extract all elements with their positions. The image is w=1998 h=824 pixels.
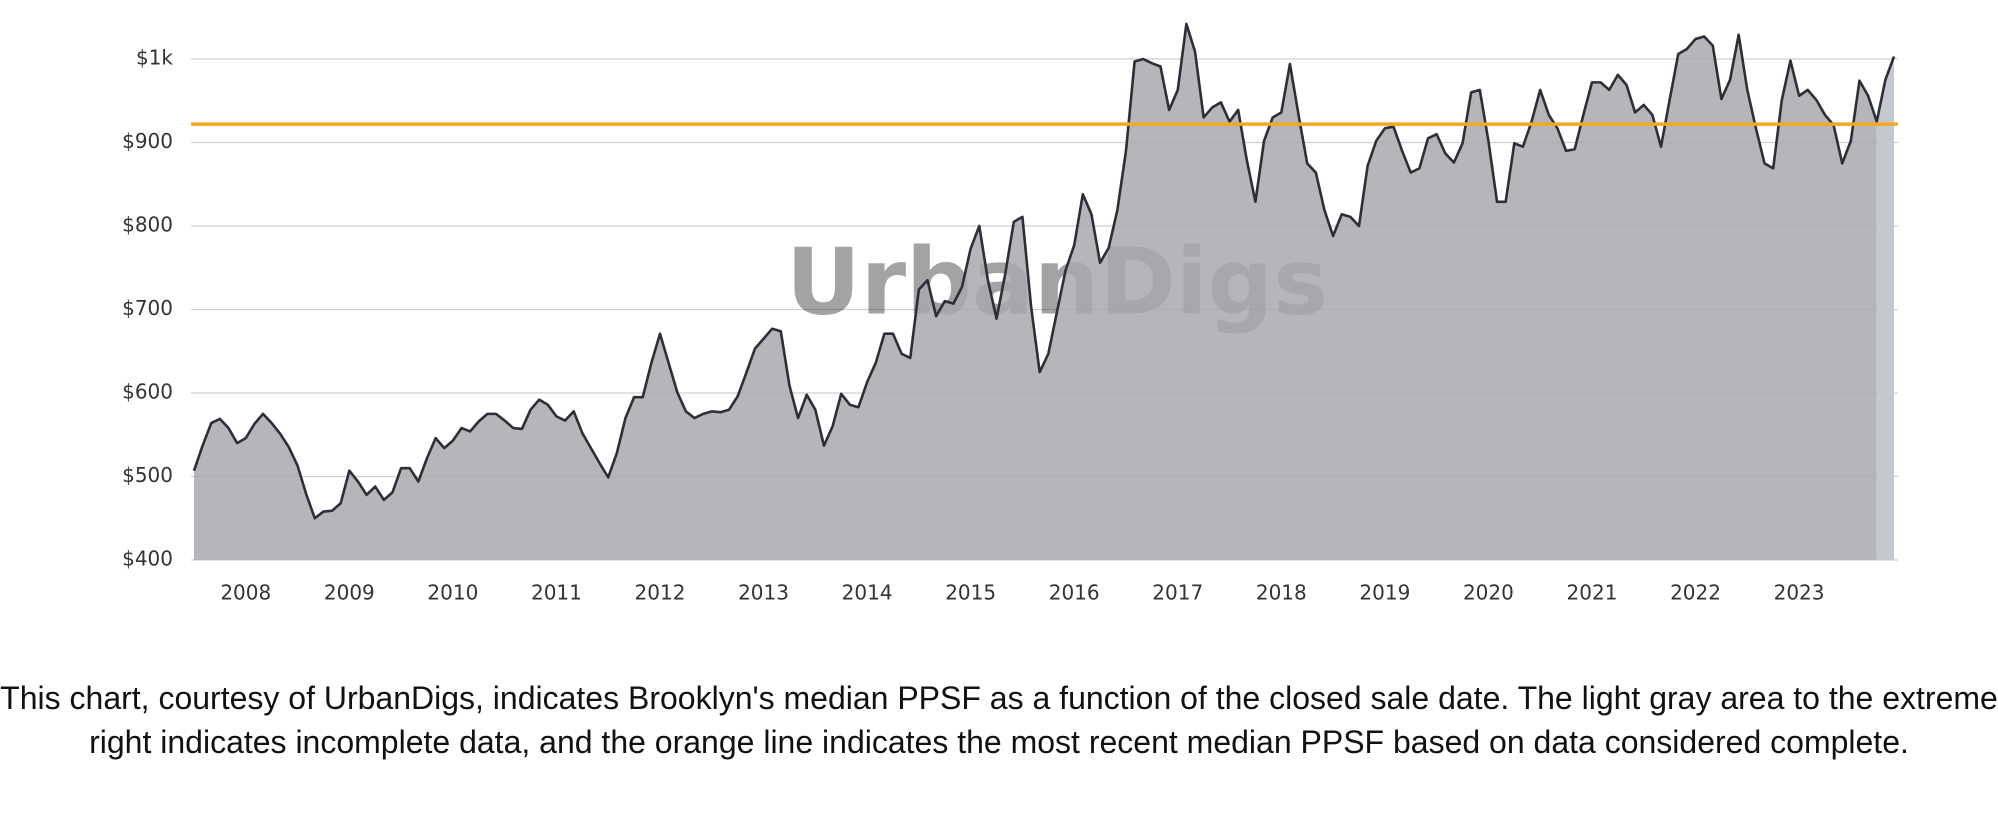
x-tick-label: 2008 (220, 581, 271, 605)
x-tick-label: 2013 (738, 581, 789, 605)
incomplete-area (1876, 56, 1894, 561)
x-tick-label: 2009 (324, 581, 375, 605)
x-tick-label: 2016 (1049, 581, 1100, 605)
x-tick-label: 2023 (1774, 581, 1825, 605)
x-tick-label: 2019 (1359, 581, 1410, 605)
y-tick-label: $700 (122, 296, 173, 320)
y-tick-label: $400 (122, 547, 173, 571)
x-tick-label: 2010 (427, 581, 478, 605)
y-tick-label: $500 (122, 463, 173, 487)
x-tick-label: 2017 (1152, 581, 1203, 605)
x-tick-label: 2021 (1567, 581, 1618, 605)
x-tick-label: 2011 (531, 581, 582, 605)
x-tick-label: 2020 (1463, 581, 1514, 605)
y-tick-label: $800 (122, 213, 173, 237)
caption: This chart, courtesy of UrbanDigs, indic… (0, 680, 1998, 760)
x-tick-label: 2012 (635, 581, 686, 605)
x-tick-label: 2015 (945, 581, 996, 605)
y-tick-label: $900 (122, 129, 173, 153)
line (192, 22, 1896, 520)
y-tick-label: $1k (136, 46, 173, 70)
y-tick-label: $600 (122, 380, 173, 404)
x-tick-label: 2014 (842, 581, 893, 605)
x-tick-label: 2018 (1256, 581, 1307, 605)
x-tick-label: 2022 (1670, 581, 1721, 605)
chart: $400$500$600$700$800$900$1kUrbanDigs2008… (122, 22, 1898, 605)
